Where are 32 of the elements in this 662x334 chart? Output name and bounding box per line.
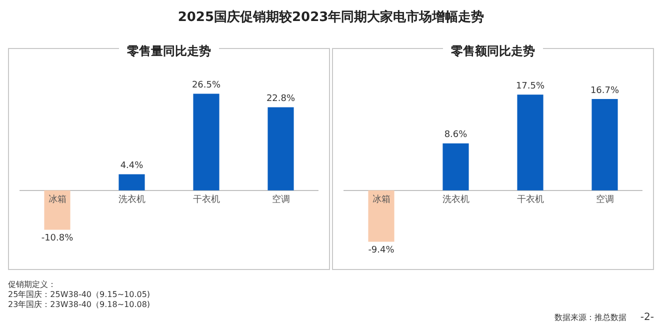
bar [368, 190, 394, 242]
x-tick-label: 空调 [272, 194, 290, 206]
x-tick-label: 冰箱 [48, 194, 66, 206]
bar [193, 94, 220, 190]
data-label: 22.8% [266, 94, 296, 104]
x-tick-label: 洗衣机 [442, 194, 470, 206]
text: 23年国庆：23W38-40（9.18~10.08) [8, 300, 150, 310]
x-tick-label: 干衣机 [516, 194, 544, 206]
x-tick-label: 干衣机 [192, 194, 220, 206]
data-label: -9.4% [368, 246, 395, 256]
data-label: 17.5% [516, 82, 545, 92]
chart-title: 零售额同比走势 [443, 44, 543, 58]
data-label: 8.6% [444, 130, 468, 140]
bar [517, 94, 544, 190]
bar [442, 143, 469, 190]
x-tick-label: 空调 [596, 194, 614, 206]
chart-subtitle: 零售量同比走势 [119, 44, 219, 58]
text: 促销期定义： [8, 280, 57, 290]
bar [118, 174, 145, 190]
data-label: -10.8% [41, 234, 74, 244]
text: -2- [640, 312, 654, 323]
data-label: 26.5% [192, 80, 221, 91]
bar [44, 190, 70, 230]
chart-title: 2025国庆促销期较2023年同期大家电市场增幅走势 [176, 8, 486, 26]
x-tick-label: 冰箱 [372, 194, 390, 206]
data-label: 4.4% [120, 161, 144, 172]
data-label: 16.7% [590, 86, 620, 96]
text: 25年国庆：25W38-40（9.15~10.05) [8, 290, 150, 300]
bar [592, 99, 618, 190]
bar [268, 107, 294, 190]
x-tick-label: 洗衣机 [118, 194, 146, 206]
source-note: 数据来源：推总数据 [554, 312, 626, 323]
